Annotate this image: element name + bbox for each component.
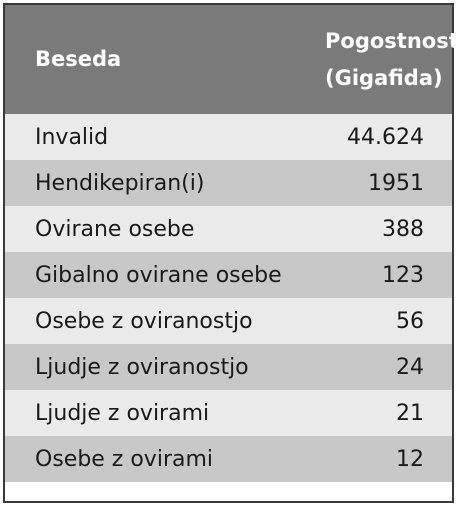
- table-row: Invalid 44.624: [5, 114, 452, 160]
- row-word: Osebe z ovirami: [35, 446, 214, 472]
- table-row: Ovirane osebe 388: [5, 206, 452, 252]
- table-row: Ljudje z oviranostjo 24: [5, 344, 452, 390]
- row-frequency: 123: [382, 262, 424, 288]
- row-frequency: 21: [396, 400, 424, 426]
- header-frequency: Pogostnost (Gigafida): [325, 5, 457, 114]
- frequency-table: Beseda Pogostnost (Gigafida) Invalid 44.…: [5, 5, 457, 482]
- table-row: Ljudje z ovirami 21: [5, 390, 452, 436]
- row-word: Ljudje z ovirami: [35, 400, 210, 426]
- row-frequency: 44.624: [347, 124, 424, 150]
- frequency-table-frame: Beseda Pogostnost (Gigafida) Invalid 44.…: [3, 3, 457, 503]
- table-row: Gibalno ovirane osebe 123: [5, 252, 452, 298]
- row-word: Ovirane osebe: [35, 216, 195, 242]
- table-body: Invalid 44.624 Hendikepiran(i) 1951 Ovir…: [5, 114, 452, 482]
- row-word: Hendikepiran(i): [35, 170, 205, 196]
- header-frequency-line1: Pogostnost: [325, 28, 457, 53]
- header-word: Beseda: [35, 47, 122, 71]
- row-word: Gibalno ovirane osebe: [35, 262, 282, 288]
- row-frequency: 388: [382, 216, 424, 242]
- row-frequency: 1951: [368, 170, 424, 196]
- table-header: Beseda Pogostnost (Gigafida): [5, 5, 457, 114]
- row-frequency: 24: [396, 354, 424, 380]
- row-frequency: 12: [396, 446, 424, 472]
- table-row: Osebe z oviranostjo 56: [5, 298, 452, 344]
- table-row: Hendikepiran(i) 1951: [5, 160, 452, 206]
- table-row: Osebe z ovirami 12: [5, 436, 452, 482]
- header-row: Beseda Pogostnost (Gigafida): [5, 5, 457, 114]
- row-word: Ljudje z oviranostjo: [35, 354, 249, 380]
- row-frequency: 56: [396, 308, 424, 334]
- row-word: Osebe z oviranostjo: [35, 308, 253, 334]
- header-frequency-line2: (Gigafida): [325, 65, 443, 90]
- row-word: Invalid: [35, 124, 109, 150]
